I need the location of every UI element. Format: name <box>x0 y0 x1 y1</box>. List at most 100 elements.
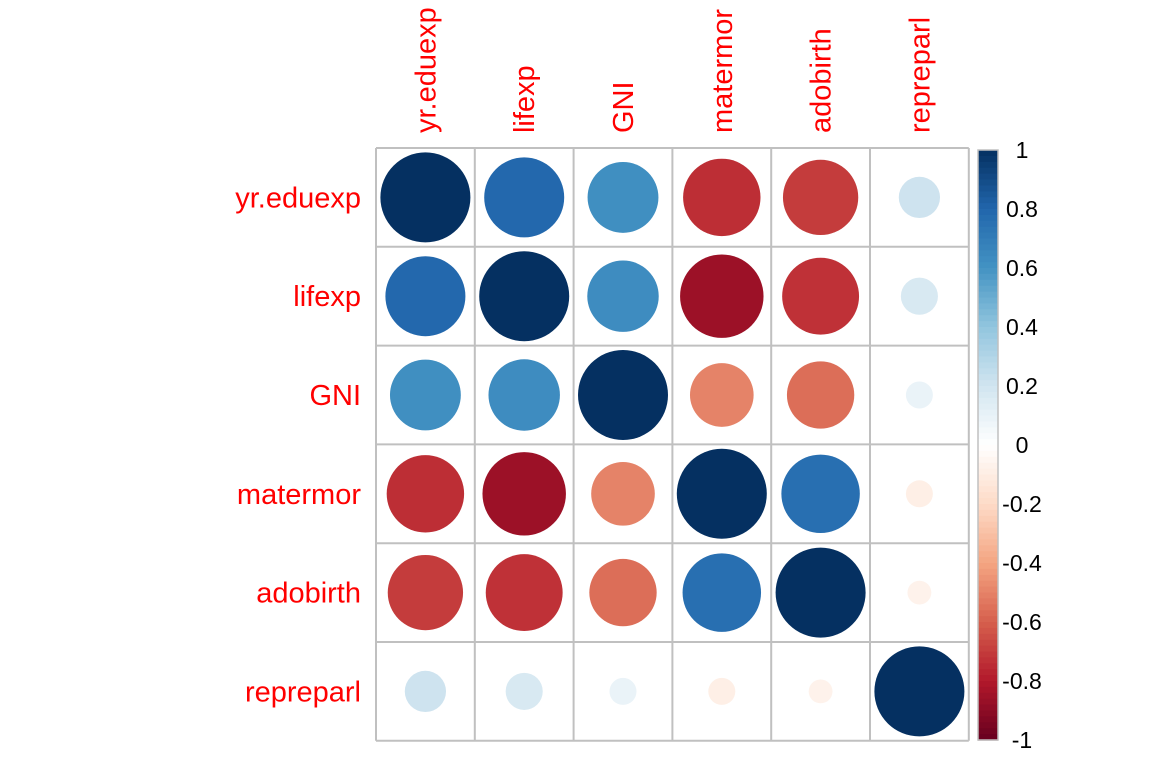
colorbar-segment <box>978 273 998 281</box>
correlation-circle-lifexp-yr.eduexp <box>385 256 466 337</box>
colorbar-segment <box>978 167 998 175</box>
correlation-circle-repreparl-matermor <box>708 677 736 705</box>
colorbar-segment <box>978 598 998 605</box>
colorbar-segment <box>978 244 998 251</box>
colorbar-tick-label: -1 <box>1012 727 1032 753</box>
colorbar-segment <box>978 645 998 653</box>
correlation-circle-adobirth-yr.eduexp <box>387 554 464 631</box>
colorbar-segment <box>978 291 998 299</box>
colorbar-segment <box>978 232 998 240</box>
colorbar-segment <box>978 303 998 310</box>
colorbar-segment <box>978 610 998 617</box>
correlation-circle-adobirth-lifexp <box>485 554 563 632</box>
row-label-lifexp: lifexp <box>293 281 361 313</box>
colorbar-tick-label: -0.2 <box>1002 491 1042 517</box>
colorbar-segment <box>978 681 998 688</box>
column-labels: yr.eduexp lifexp GNI matermor adobirth reprep… <box>410 7 936 133</box>
colorbar-segment <box>978 268 998 275</box>
correlation-circle-yr.eduexp-adobirth <box>782 159 859 236</box>
column-label-GNI: GNI <box>608 81 640 133</box>
column-label-matermor: matermor <box>707 9 739 133</box>
colorbar-segment <box>978 574 998 582</box>
colorbar-border <box>977 149 999 741</box>
colorbar-segment <box>978 568 998 576</box>
correlation-circle-GNI-repreparl <box>905 381 933 409</box>
correlation-circle-matermor-adobirth <box>781 454 860 534</box>
colorbar-segment <box>978 504 998 511</box>
colorbar-segment <box>978 627 998 635</box>
correlation-circles <box>380 152 965 737</box>
correlation-circle-yr.eduexp-matermor <box>683 158 761 237</box>
colorbar-segment <box>978 297 998 304</box>
colorbar-segment <box>978 456 998 464</box>
colorbar-segment <box>978 220 998 228</box>
colorbar-segment <box>978 155 998 163</box>
colorbar-segment <box>978 285 998 293</box>
colorbar-segment <box>978 433 998 440</box>
colorbar-segment <box>978 445 998 452</box>
colorbar-tick-label: 0.8 <box>1006 196 1038 222</box>
correlation-circle-matermor-lifexp <box>482 452 566 536</box>
colorbar-segment <box>978 480 998 487</box>
grid-lines <box>375 147 970 742</box>
colorbar-segment <box>978 179 998 186</box>
colorbar-segment <box>978 498 998 505</box>
colorbar-segment <box>978 651 998 658</box>
colorbar-segment <box>978 250 998 257</box>
colorbar-segment <box>978 527 998 535</box>
colorbar-segment <box>978 533 998 540</box>
colorbar-segment <box>978 214 998 222</box>
correlation-circle-matermor-yr.eduexp <box>386 455 465 533</box>
correlation-circle-matermor-matermor <box>676 448 767 539</box>
colorbar-segment <box>978 368 998 375</box>
colorbar-segment <box>978 728 998 735</box>
colorbar-segment <box>978 734 998 741</box>
colorbar-tick-label: 0.6 <box>1006 255 1038 281</box>
colorbar-segment <box>978 663 998 670</box>
colorbar-tick-label: 0 <box>1016 432 1029 458</box>
colorbar-segment <box>978 409 998 417</box>
correlation-circle-GNI-yr.eduexp <box>389 359 461 431</box>
colorbar-segment <box>978 563 998 570</box>
colorbar-segment <box>978 521 998 529</box>
colorbar-segment <box>978 421 998 428</box>
colorbar-segment <box>978 545 998 552</box>
colorbar-segment <box>978 161 998 169</box>
colorbar-tick-label: -0.8 <box>1002 668 1042 694</box>
colorbar-segment <box>978 321 998 328</box>
correlation-circle-repreparl-adobirth <box>808 679 833 704</box>
colorbar-segment <box>978 710 998 717</box>
colorbar-segment <box>978 185 998 192</box>
column-label-lifexp: lifexp <box>509 65 541 133</box>
colorbar-segment <box>978 551 998 558</box>
colorbar-segment <box>978 256 998 263</box>
correlation-circle-repreparl-yr.eduexp <box>404 670 447 713</box>
correlation-circle-adobirth-matermor <box>682 553 762 632</box>
colorbar-segment <box>978 509 998 517</box>
colorbar-segment <box>978 226 998 234</box>
colorbar-segment <box>978 468 998 476</box>
correlation-circle-repreparl-lifexp <box>505 672 543 710</box>
row-label-matermor: matermor <box>237 479 361 511</box>
colorbar-segment <box>978 675 998 682</box>
colorbar-segment <box>978 209 998 216</box>
colorbar-segment <box>978 580 998 588</box>
column-label-repreparl: repreparl <box>904 17 936 133</box>
correlation-circle-yr.eduexp-lifexp <box>484 157 565 238</box>
colorbar-segment <box>978 238 998 245</box>
colorbar-segment <box>978 350 998 358</box>
colorbar-segment <box>978 686 998 694</box>
colorbar-segment <box>978 439 998 446</box>
colorbar-segment <box>978 557 998 564</box>
colorbar-segment <box>978 586 998 594</box>
colorbar-segment <box>978 716 998 723</box>
colorbar-segment <box>978 592 998 599</box>
colorbar-segment <box>978 374 998 381</box>
colorbar-segment <box>978 197 998 204</box>
colorbar-segment <box>978 397 998 405</box>
row-label-yr.eduexp: yr.eduexp <box>235 182 361 214</box>
colorbar-segment <box>978 386 998 393</box>
correlation-circle-repreparl-repreparl <box>874 646 965 737</box>
colorbar-segment <box>978 692 998 700</box>
colorbar-segment <box>978 633 998 641</box>
